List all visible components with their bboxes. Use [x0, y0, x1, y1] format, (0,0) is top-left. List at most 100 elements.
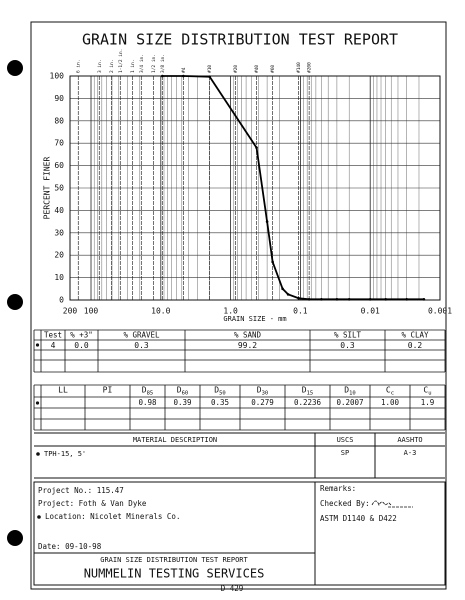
- y-axis-label: PERCENT FINER: [43, 157, 52, 220]
- x-axis-label: GRAIN SIZE - mm: [223, 315, 286, 323]
- sieve-label: 2 in.: [109, 59, 115, 73]
- subscript: u: [428, 390, 431, 396]
- sieve-label: #140: [296, 62, 302, 73]
- summary-cell: 0.2: [408, 341, 423, 350]
- data-point: [281, 287, 284, 291]
- bullet: [35, 343, 40, 347]
- bullet: [37, 515, 41, 519]
- page-border: [30, 21, 447, 590]
- page-number: D-429: [221, 584, 244, 593]
- data-point: [422, 298, 426, 301]
- sieve-label: 3/8 in.: [160, 54, 166, 73]
- sieve-label: #40: [254, 65, 260, 73]
- summary-header: % +3": [70, 331, 93, 340]
- sieve-label: 1 in.: [130, 59, 136, 73]
- project-date: Date: 09-10-98: [38, 542, 102, 551]
- report-title: GRAIN SIZE DISTRIBUTION TEST REPORT: [82, 31, 398, 49]
- gradation-cell: 1.00: [381, 398, 400, 407]
- gradation-cell: 0.35: [211, 398, 229, 407]
- sieve-label: #60: [270, 65, 276, 73]
- punch-hole: [7, 60, 23, 76]
- x-tick-label: 200: [63, 307, 78, 316]
- summary-header: % SAND: [234, 331, 262, 340]
- remarks-label: Remarks:: [320, 484, 356, 493]
- method: ASTM D1140 & D422: [320, 514, 397, 523]
- punch-hole: [7, 294, 23, 310]
- bullet: [36, 452, 40, 456]
- data-point: [297, 296, 300, 300]
- summary-cell: 0.0: [74, 341, 89, 350]
- summary-header: % CLAY: [401, 331, 429, 340]
- project-number: Project No.: 115.47: [38, 486, 124, 495]
- chart: 0 10 20 30 40 50 60 70 80 90 100 200 100 10.0 1.0 0.1 0.…: [50, 49, 453, 316]
- data-point: [368, 298, 372, 301]
- x-tick-label: 0.001: [428, 307, 452, 316]
- gradation-header: D85: [142, 386, 153, 397]
- summary-cell: 0.3: [134, 341, 149, 350]
- sieve-label: 1-1/2 in.: [118, 49, 124, 73]
- data-point: [265, 220, 269, 223]
- gradation-header: D10: [344, 386, 355, 397]
- x-tick-label: 0.1: [293, 307, 308, 316]
- data-point: [208, 75, 211, 78]
- y-tick-label: 100: [50, 72, 65, 81]
- x-tick-label: 1.0: [223, 307, 238, 316]
- gradation-cell: 0.39: [173, 398, 191, 407]
- plot-frame: [69, 75, 441, 301]
- summary-cell: 99.2: [238, 341, 257, 350]
- y-tick-label: 10: [54, 273, 64, 282]
- sieve-label: 6 in.: [76, 59, 82, 73]
- gradation-header: D60: [177, 386, 188, 397]
- material-header: MATERIAL DESCRIPTION: [133, 436, 217, 444]
- aashto-header: AASHTO: [397, 436, 422, 444]
- gradation-cell: 0.2007: [336, 398, 363, 407]
- project-location: Location: Nicolet Minerals Co.: [45, 512, 180, 521]
- footer-company: NUMMELIN TESTING SERVICES: [84, 567, 265, 581]
- y-tick-label: 20: [54, 251, 64, 260]
- uscs-value: SP: [341, 449, 349, 457]
- footer-report: GRAIN SIZE DISTRIBUTION TEST REPORT: [100, 556, 248, 564]
- y-tick-label: 40: [54, 206, 64, 215]
- remarks-box: [314, 481, 446, 586]
- data-point: [335, 298, 339, 301]
- project-name: Project: Foth & Van Dyke: [38, 499, 147, 508]
- bullet: [35, 401, 40, 405]
- subscript: c: [391, 390, 394, 396]
- data-point: [320, 298, 323, 301]
- sieve-label: #10: [207, 65, 213, 73]
- aashto-value: A-3: [404, 449, 417, 457]
- checked-by: Checked By:: [320, 499, 370, 508]
- y-tick-label: 50: [54, 184, 64, 193]
- signature: [371, 500, 413, 508]
- material-description: TPH-15, 5': [44, 450, 86, 458]
- punch-hole: [7, 530, 23, 546]
- y-tick-label: 70: [54, 139, 64, 148]
- data-point: [347, 298, 351, 301]
- gradation-header: Cc: [386, 386, 394, 397]
- sieve-label: 1/2 in.: [151, 54, 157, 73]
- gradation-cell: 0.98: [138, 398, 157, 407]
- subscript: 85: [147, 390, 154, 396]
- gradation-cell: 0.2236: [294, 398, 322, 407]
- y-tick-label: 90: [54, 94, 64, 103]
- data-point: [384, 298, 387, 301]
- summary-cell: 4: [51, 341, 56, 350]
- sieve-label: #20: [233, 65, 239, 73]
- sieve-label: #4: [181, 67, 187, 73]
- subscript: 30: [262, 390, 269, 396]
- subscript: 10: [349, 390, 356, 396]
- data-point: [286, 293, 290, 296]
- uscs-header: USCS: [337, 436, 354, 444]
- data-point: [160, 74, 164, 78]
- summary-header: % GRAVEL: [123, 331, 160, 340]
- y-tick-label: 80: [54, 116, 64, 125]
- sieve-label: #200: [307, 62, 313, 73]
- data-point: [405, 298, 408, 301]
- subscript: 50: [219, 390, 226, 396]
- subscript: 60: [182, 390, 189, 396]
- data-point: [255, 146, 258, 149]
- x-tick-label: 100: [84, 307, 99, 316]
- gradation-header: Cu: [423, 386, 431, 397]
- x-tick-label: 10.0: [151, 307, 170, 316]
